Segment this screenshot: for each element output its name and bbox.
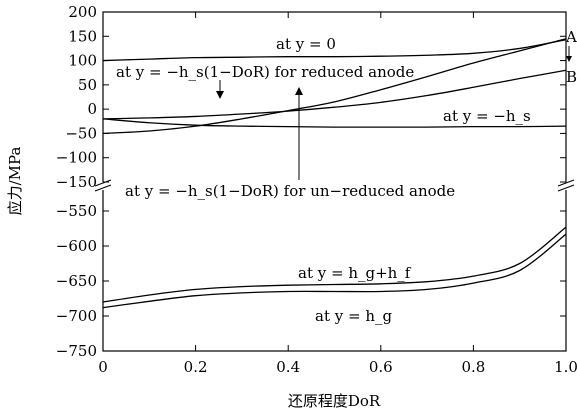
series-line-3 bbox=[102, 38, 567, 135]
label-A: A bbox=[565, 28, 577, 46]
y-tick-label: −600 bbox=[56, 237, 97, 255]
y-tick-label: 0 bbox=[87, 100, 97, 118]
axis-break-slash-left-1 bbox=[94, 179, 112, 187]
axis-break-slash-left-2 bbox=[94, 184, 112, 192]
annotation-unreduced-anode: at y = −h_s(1−DoR) for un−reduced anode bbox=[125, 182, 455, 200]
series-line-5 bbox=[102, 226, 567, 303]
y-tick-label: −100 bbox=[56, 149, 97, 167]
label-B: B bbox=[566, 68, 577, 86]
arrow-reduced-head bbox=[216, 91, 224, 99]
y-tick-label: −750 bbox=[56, 342, 97, 360]
x-tick-label: 0.4 bbox=[276, 358, 300, 376]
y-tick-label: −150 bbox=[56, 173, 97, 191]
y-tick-label: −700 bbox=[56, 307, 97, 325]
annotations: at y = 0 at y = −h_s(1−DoR) for reduced … bbox=[116, 28, 577, 325]
x-tick-label: 0.8 bbox=[461, 358, 485, 376]
series-line-6 bbox=[102, 233, 567, 309]
axis-break-gap-left bbox=[95, 182, 111, 190]
annotation-minus-hs: at y = −h_s bbox=[443, 107, 531, 125]
x-tick-label: 0.6 bbox=[369, 358, 393, 376]
annotation-hg: at y = h_g bbox=[315, 307, 392, 325]
y-tick-label: −550 bbox=[56, 202, 97, 220]
y-tick-label: 50 bbox=[78, 76, 97, 94]
axis-break-gap-right bbox=[558, 182, 574, 190]
series-line-2 bbox=[102, 69, 567, 120]
y-tick-label: 100 bbox=[68, 52, 97, 70]
arrow-unreduced-head bbox=[295, 87, 303, 95]
x-tick-label: 1.0 bbox=[554, 358, 577, 376]
x-tick-label: 0.2 bbox=[184, 358, 208, 376]
chart-series bbox=[102, 38, 567, 309]
axis-break-markers bbox=[94, 179, 575, 192]
y-tick-label: 200 bbox=[68, 3, 97, 21]
annotation-y0: at y = 0 bbox=[276, 35, 336, 53]
series-line-4 bbox=[102, 118, 567, 128]
y-tick-label: 150 bbox=[68, 27, 97, 45]
x-axis-ticks: 0 0.2 0.4 0.6 0.8 1.0 bbox=[98, 12, 577, 376]
y-axis-ticks-upper: 200 150 100 50 0 −50 −100 −150 bbox=[56, 3, 566, 191]
series-line-1 bbox=[102, 39, 567, 62]
axis-break-slash-right-2 bbox=[557, 184, 575, 192]
y-axis-ticks-lower: −550 −600 −650 −700 −750 bbox=[56, 202, 566, 360]
x-axis-title: 还原程度DoR bbox=[288, 392, 381, 410]
annotation-hg-hf: at y = h_g+h_f bbox=[298, 264, 412, 282]
y-axis-title: 应力/MPa bbox=[6, 147, 24, 216]
x-tick-label: 0 bbox=[98, 358, 108, 376]
axis-break-slash-right-1 bbox=[557, 179, 575, 187]
y-tick-label: −50 bbox=[65, 124, 97, 142]
y-tick-label: −650 bbox=[56, 272, 97, 290]
annotation-reduced-anode: at y = −h_s(1−DoR) for reduced anode bbox=[116, 63, 414, 81]
arrow-A-to-B-head bbox=[566, 56, 572, 62]
